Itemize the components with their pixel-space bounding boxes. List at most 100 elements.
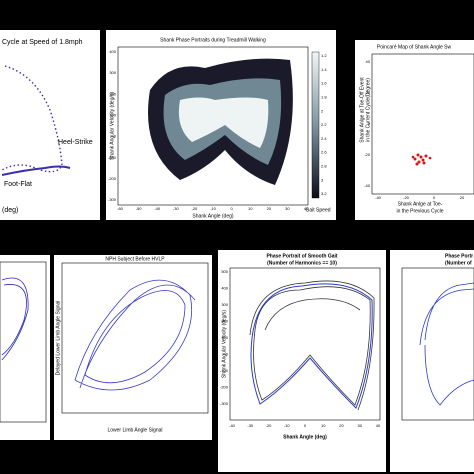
x-tick-label: -50 (136, 206, 143, 211)
colorbar-label: Gait Speed (305, 207, 330, 213)
plot-area (61, 262, 209, 414)
colorbar-tick-label: 1.2 (321, 53, 327, 58)
y-tick-label: -300 (108, 197, 117, 202)
panel-title: Phase Portrait of Smooth Gait (266, 253, 337, 259)
y-tick-label: -100 (108, 155, 117, 160)
x-tick-label: -20 (266, 423, 273, 428)
y-tick-label: 40 (366, 59, 371, 64)
colorbar-tick-label: 1.4 (321, 67, 327, 72)
plot-area (0, 261, 47, 423)
trajectory (1, 65, 63, 173)
panel (355, 40, 474, 220)
colorbar-tick-label: 2.6 (321, 150, 327, 155)
y-tick-label: -100 (220, 368, 229, 373)
x-label: in the Previous Cycle (397, 208, 444, 214)
x-tick-label: -40 (375, 195, 382, 200)
trajectory-band (178, 97, 269, 148)
plot-area (229, 267, 381, 421)
y-tick-label: 400 (109, 49, 116, 54)
y-tick-label: -40 (364, 183, 371, 188)
y-tick-label: 0 (226, 352, 229, 357)
annotation: Foot-Flat (4, 181, 32, 188)
x-tick-label: 30 (358, 423, 363, 428)
y-tick-label: -200 (220, 385, 229, 390)
x-tick-label: 20 (339, 423, 344, 428)
colorbar-tick-label: 2.2 (321, 122, 327, 127)
panel (0, 255, 50, 440)
y-tick-label: 300 (221, 302, 228, 307)
y-label: Delayed Lower Limb Angle Signal (55, 301, 61, 376)
points (411, 153, 432, 166)
x-tick-label: 0 (433, 195, 436, 200)
x-tick-label: -30 (173, 206, 180, 211)
colorbar-tick-label: 3.2 (321, 191, 327, 196)
x-tick-label: 20 (460, 195, 465, 200)
colorbar-tick-label: 1.6 (321, 81, 327, 86)
y-tick-label: 500 (221, 269, 228, 274)
y-label: Shank Angular Velocity (deg/s) (221, 310, 227, 378)
y-tick-label: 200 (221, 319, 228, 324)
panel-title: Cycle at Speed of 1.8mph (2, 39, 83, 46)
trajectory (74, 279, 196, 391)
x-label: (deg) (2, 207, 18, 214)
y-label: in the Current Cycle(Degree) (365, 78, 371, 142)
panel (54, 255, 212, 440)
y-tick-label: 100 (109, 112, 116, 117)
panel (390, 250, 474, 472)
y-tick-label: 0 (114, 134, 117, 139)
x-tick-label: 0 (230, 206, 233, 211)
panel-title: NPH Subject Before HVLP (105, 256, 165, 262)
y-tick-label: -300 (220, 401, 229, 406)
x-tick-label: -40 (154, 206, 161, 211)
plot-area (117, 46, 309, 206)
colorbar-tick-label: 2 (321, 108, 324, 113)
y-tick-label: 300 (109, 70, 116, 75)
panel (0, 30, 100, 220)
trajectory (250, 283, 373, 409)
y-tick-label: -200 (108, 176, 117, 181)
panel-title: Poincaré Map of Shank Angle Sw (377, 44, 452, 50)
x-tick-label: -30 (247, 423, 254, 428)
x-tick-label: 40 (304, 206, 309, 211)
x-tick-label: 30 (285, 206, 290, 211)
x-label: Shank Anlge at Toe- (398, 201, 443, 207)
y-label: Shank Angular Velocity (deg/s) (109, 92, 115, 160)
colorbar-tick-label: 2.4 (321, 136, 327, 141)
y-tick-label: -20 (364, 152, 371, 157)
x-tick-label: -10 (210, 206, 217, 211)
x-label: Lower Limb Angle Signal (107, 427, 162, 433)
y-tick-label: 100 (221, 335, 228, 340)
colorbar-tick-label: 2.8 (321, 163, 327, 168)
colorbar-tick-label: 1.8 (321, 94, 327, 99)
trajectory (419, 282, 474, 406)
colorbar-tick-label: 3 (321, 177, 324, 182)
panel-subtitle: (Number of (445, 260, 472, 266)
y-tick-label: 200 (109, 91, 116, 96)
colorbar (311, 51, 320, 199)
trajectory (1, 277, 29, 361)
plot-area (401, 267, 474, 421)
panel-title: Shank Phase Portraits during Treadmill W… (160, 37, 266, 43)
x-tick-label: 0 (304, 423, 307, 428)
trajectory (1, 165, 71, 176)
x-tick-label: 10 (248, 206, 253, 211)
x-tick-label: -20 (192, 206, 199, 211)
x-tick-label: -60 (117, 206, 124, 211)
y-tick-label: 0 (368, 121, 371, 126)
x-tick-label: 20 (267, 206, 272, 211)
trajectory (249, 280, 375, 411)
plot-area (371, 53, 474, 195)
x-tick-label: -40 (229, 423, 236, 428)
x-label: Shank Angle (deg) (192, 213, 233, 219)
x-tick-label: 10 (321, 423, 326, 428)
y-tick-label: 20 (366, 90, 371, 95)
x-label: Shank Angle (deg) (283, 434, 327, 440)
x-tick-label: -10 (284, 423, 291, 428)
x-tick-label: -20 (403, 195, 410, 200)
x-tick-label: 40 (376, 423, 381, 428)
annotation: Heel-Strike (58, 139, 93, 146)
y-label: Shank Anlge at Toe-Off Event (359, 77, 365, 143)
panel-subtitle: (Number of Harmonics == 10) (267, 260, 337, 266)
panel-title: Phase Portr (445, 253, 473, 259)
